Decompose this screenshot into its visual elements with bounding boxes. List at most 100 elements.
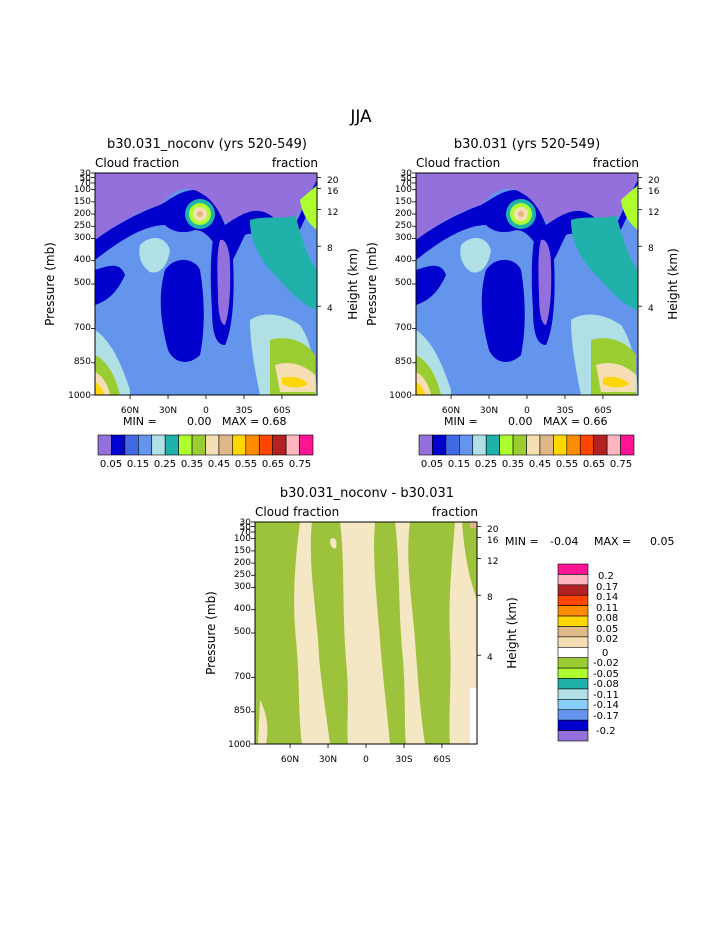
panel-title: b30.031 (yrs 520-549) (454, 137, 600, 152)
y-tick-label: 300 (74, 233, 91, 243)
y-tick-label: 150 (74, 197, 91, 207)
y-tick-label: 850 (74, 357, 91, 367)
y-tick-label: 70 (240, 528, 252, 538)
colorbar-swatch (557, 699, 589, 711)
colorbar-swatch (445, 434, 460, 456)
y-tick-label: 400 (395, 255, 412, 265)
y-tick-label: 1000 (228, 740, 251, 750)
lat-axis: 60N 30N 0 30S 60S (442, 406, 612, 416)
max-label: MAX = (543, 415, 580, 428)
x-tick-label: 0 (363, 755, 369, 765)
colorbar-swatch (557, 574, 589, 586)
colorbar-swatch (459, 434, 474, 456)
pressure-axis: 30 50 70 100 150 200 250 300 400 500 700… (228, 518, 251, 750)
colorbar-label: 0.75 (610, 459, 632, 470)
colorbar-swatch (205, 434, 220, 456)
contour-field (95, 173, 317, 395)
colorbar-label: 0.65 (262, 459, 284, 470)
colorbar-label: 0.45 (529, 459, 551, 470)
x-tick-label: 30N (159, 406, 177, 416)
y-tick-label: 50 (80, 174, 92, 184)
y-tick-label: 30 (401, 169, 413, 179)
max-value: 0.66 (583, 415, 608, 428)
pressure-axis: 30 50 70 100 150 200 250 300 400 500 700… (389, 169, 412, 401)
x-tick-label: 30S (235, 406, 252, 416)
min-label: MIN = (123, 415, 157, 428)
colorbar: 0.05 0.15 0.25 0.35 0.45 0.55 0.65 0.75 (97, 434, 314, 470)
colorbar-swatch (606, 434, 621, 456)
left-label: Cloud fraction (95, 156, 179, 170)
colorbar-label: -0.02 (593, 658, 619, 669)
colorbar-label: 0.15 (127, 459, 149, 470)
y-tick-label: 30 (80, 169, 92, 179)
colorbar-swatch (557, 646, 589, 659)
colorbar-swatch (485, 434, 500, 456)
colorbar-label: 0.05 (421, 459, 443, 470)
colorbar-swatch (557, 563, 589, 575)
y2-tick-label: 12 (487, 557, 498, 567)
colorbar-label: 0.75 (289, 459, 311, 470)
y2-axis-title: Height (km) (346, 248, 360, 319)
colorbar-swatch (499, 434, 514, 456)
left-label: Cloud fraction (416, 156, 500, 170)
x-tick-label: 60N (121, 406, 139, 416)
colorbar-swatch (557, 688, 589, 700)
y-tick-label: 700 (74, 323, 91, 333)
x-tick-label: 60S (433, 755, 450, 765)
colorbar-swatch (512, 434, 527, 456)
x-tick-label: 0 (524, 406, 530, 416)
colorbar-label: 0.2 (598, 571, 614, 582)
colorbar-swatch (557, 605, 589, 617)
y-tick-label: 100 (74, 185, 91, 195)
panel-title: b30.031_noconv (yrs 520-549) (107, 137, 307, 152)
y-tick-label: 150 (234, 546, 251, 556)
left-label: Cloud fraction (255, 505, 339, 519)
height-axis: 20 16 12 8 4 (648, 176, 660, 314)
y-tick-label: 30 (240, 518, 252, 528)
right-label: fraction (272, 156, 318, 170)
y2-tick-label: 20 (327, 176, 339, 186)
x-tick-label: 60N (442, 406, 460, 416)
colorbar-label: -0.08 (593, 679, 619, 690)
y-tick-label: 50 (240, 523, 252, 533)
colorbar-swatch (432, 434, 447, 456)
y-tick-label: 50 (401, 174, 413, 184)
x-tick-label: 60S (273, 406, 290, 416)
colorbar-swatch (218, 434, 233, 456)
colorbar-swatch (557, 657, 589, 669)
colorbar-swatch (245, 434, 260, 456)
min-max-readout: MIN = 0.00 MAX = 0.68 (123, 415, 287, 428)
y-tick-label: 150 (395, 197, 412, 207)
colorbar-label: -0.2 (596, 726, 616, 737)
y-tick-label: 250 (395, 221, 412, 231)
contour-field (416, 173, 638, 395)
colorbar-swatch (258, 434, 273, 456)
colorbar-swatch (553, 434, 568, 456)
pressure-axis: 30 50 70 100 150 200 250 300 400 500 700… (68, 169, 91, 401)
y-tick-label: 1000 (389, 391, 412, 401)
x-tick-label: 30S (556, 406, 573, 416)
max-value: 0.68 (262, 415, 287, 428)
y2-tick-label: 4 (487, 653, 493, 663)
y-tick-label: 70 (80, 179, 92, 189)
y-tick-label: 850 (395, 357, 412, 367)
y-axis-title: Pressure (mb) (365, 242, 379, 326)
colorbar-label: -0.17 (593, 711, 619, 722)
min-label: MIN = (444, 415, 478, 428)
y-tick-label: 100 (234, 534, 251, 544)
y-tick-label: 300 (395, 233, 412, 243)
y-tick-label: 1000 (68, 391, 91, 401)
y2-tick-label: 4 (648, 304, 654, 314)
panel-difference: b30.031_noconv - b30.031 Cloud fraction … (204, 486, 675, 765)
y-tick-label: 700 (395, 323, 412, 333)
panel-title: b30.031_noconv - b30.031 (280, 486, 454, 501)
colorbar-swatch (191, 434, 206, 456)
x-tick-label: 0 (203, 406, 209, 416)
lat-axis: 60N 30N 0 30S 60S (121, 406, 291, 416)
y-tick-label: 700 (234, 672, 251, 682)
y-tick-label: 500 (234, 627, 251, 637)
y2-axis-title: Height (km) (666, 248, 680, 319)
colorbar-swatch (557, 615, 589, 627)
colorbar-swatch (557, 678, 589, 690)
colorbar-label: 0.14 (596, 592, 618, 603)
